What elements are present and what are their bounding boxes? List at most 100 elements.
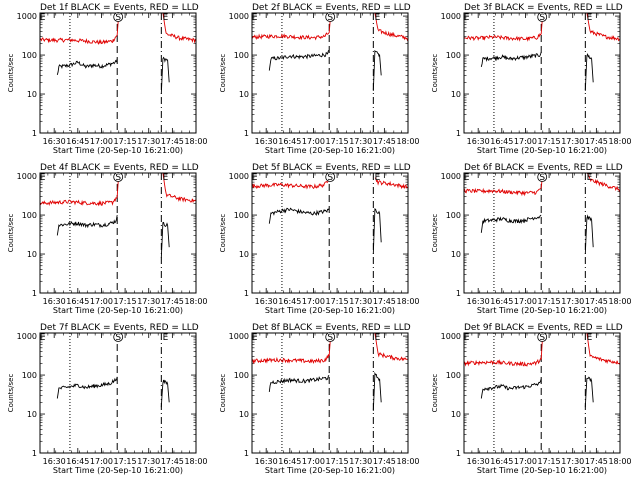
panel-6: Det 6f BLACK = Events, RED = LLD Counts/s…: [431, 163, 632, 315]
series-line-lld: [374, 177, 408, 190]
marker-circle: [325, 172, 336, 182]
x-tick-label: 16:30: [467, 457, 490, 466]
panel-8: Det 8f BLACK = Events, RED = LLD Counts/s…: [219, 323, 420, 475]
x-axis-label: Start Time (20-Sep-10 16:21:00): [53, 306, 183, 315]
y-tick-label: 10: [451, 250, 461, 259]
x-tick-label: 18:00: [608, 297, 631, 306]
y-axis-label: Counts/sec: [219, 54, 227, 93]
y-tick-label: 1: [244, 289, 249, 298]
x-tick-label: 16:45: [490, 457, 513, 466]
y-tick-label: 1000: [441, 172, 461, 181]
series-line-events: [160, 379, 170, 408]
panel-title: Det 7f BLACK = Events, RED = LLD: [40, 323, 199, 333]
x-tick-label: 17:15: [114, 297, 137, 306]
series-line-lld: [586, 333, 620, 365]
series-line-events: [584, 52, 594, 91]
x-tick-label: 16:45: [490, 137, 513, 146]
x-tick-label: 17:00: [514, 137, 537, 146]
y-tick-label: 1: [32, 129, 37, 138]
y-tick-label: 1: [456, 129, 461, 138]
x-tick-label: 16:30: [43, 457, 66, 466]
marker-label: S: [539, 13, 545, 23]
x-tick-label: 17:15: [114, 137, 137, 146]
y-tick-label: 1000: [229, 172, 249, 181]
marker-label: E: [587, 13, 593, 23]
marker-label: E: [163, 173, 169, 183]
marker-circle: [113, 172, 124, 182]
y-tick-label: 1000: [17, 172, 37, 181]
x-tick-label: 17:00: [90, 137, 113, 146]
series-line-events: [480, 378, 542, 399]
y-tick-label: 10: [239, 250, 249, 259]
x-axis-label: Start Time (20-Sep-10 16:21:00): [477, 146, 607, 155]
y-tick-label: 1000: [17, 332, 37, 341]
plot-frame: [463, 12, 621, 134]
panel-title: Det 3f BLACK = Events, RED = LLD: [464, 3, 623, 13]
marker-label: E: [587, 333, 593, 343]
x-tick-label: 17:30: [137, 297, 160, 306]
series-group: [40, 13, 196, 95]
plot-frame: [39, 12, 197, 134]
series-line-events: [372, 208, 382, 255]
x-tick-label: 16:30: [43, 297, 66, 306]
marker-label: S: [327, 173, 333, 183]
y-axis-label: Counts/sec: [431, 374, 439, 413]
y-tick-label: 10: [27, 410, 37, 419]
series-line-lld: [586, 13, 620, 42]
x-tick-label: 17:00: [302, 457, 325, 466]
x-tick-label: 17:45: [373, 297, 396, 306]
x-tick-label: 17:45: [373, 137, 396, 146]
series-line-events: [268, 207, 330, 224]
x-tick-label: 17:30: [349, 457, 372, 466]
panel-title: Det 8f BLACK = Events, RED = LLD: [252, 323, 411, 333]
x-tick-label: 17:45: [373, 457, 396, 466]
y-tick-label: 1: [32, 449, 37, 458]
y-tick-label: 100: [234, 211, 249, 220]
x-tick-label: 16:30: [255, 137, 278, 146]
x-tick-label: 16:45: [490, 297, 513, 306]
marker-label: S: [539, 173, 545, 183]
panel-title: Det 1f BLACK = Events, RED = LLD: [40, 3, 199, 13]
x-axis-label: Start Time (20-Sep-10 16:21:00): [265, 306, 395, 315]
y-tick-label: 1000: [229, 12, 249, 21]
y-tick-label: 1: [244, 129, 249, 138]
x-tick-label: 17:15: [538, 297, 561, 306]
y-tick-label: 1: [32, 289, 37, 298]
panel-title: Det 9f BLACK = Events, RED = LLD: [464, 323, 623, 333]
x-tick-label: 16:45: [278, 297, 301, 306]
x-tick-label: 16:45: [278, 137, 301, 146]
y-axis-label: Counts/sec: [7, 54, 15, 93]
x-tick-label: 17:30: [349, 137, 372, 146]
series-line-events: [372, 371, 382, 411]
x-tick-label: 17:15: [326, 137, 349, 146]
y-tick-label: 10: [27, 90, 37, 99]
panel-title: Det 6f BLACK = Events, RED = LLD: [464, 163, 623, 173]
series-line-lld: [464, 13, 544, 42]
y-tick-label: 1: [456, 289, 461, 298]
marker-label: E: [40, 333, 46, 343]
x-tick-label: 16:30: [467, 137, 490, 146]
marker-label: E: [375, 173, 381, 183]
series-line-events: [584, 376, 594, 408]
x-tick-label: 17:15: [326, 457, 349, 466]
y-tick-label: 1000: [229, 332, 249, 341]
marker-label: S: [539, 333, 545, 343]
y-tick-label: 1: [456, 449, 461, 458]
marker-label: E: [40, 173, 46, 183]
panel-4: Det 4f BLACK = Events, RED = LLD Counts/s…: [7, 163, 208, 315]
x-tick-label: 17:30: [561, 457, 584, 466]
plot-frame: [251, 12, 409, 134]
x-tick-label: 18:00: [184, 457, 207, 466]
x-tick-label: 18:00: [396, 297, 419, 306]
x-tick-label: 17:15: [538, 137, 561, 146]
y-tick-label: 1: [244, 449, 249, 458]
marker-label: S: [115, 13, 121, 23]
x-tick-label: 17:30: [561, 137, 584, 146]
marker-label: E: [464, 173, 470, 183]
marker-label: E: [163, 13, 169, 23]
marker-label: E: [464, 13, 470, 23]
marker-label: E: [40, 13, 46, 23]
marker-circle: [325, 332, 336, 342]
panel-2: Det 2f BLACK = Events, RED = LLD Counts/s…: [219, 3, 420, 155]
series-line-events: [56, 215, 118, 236]
